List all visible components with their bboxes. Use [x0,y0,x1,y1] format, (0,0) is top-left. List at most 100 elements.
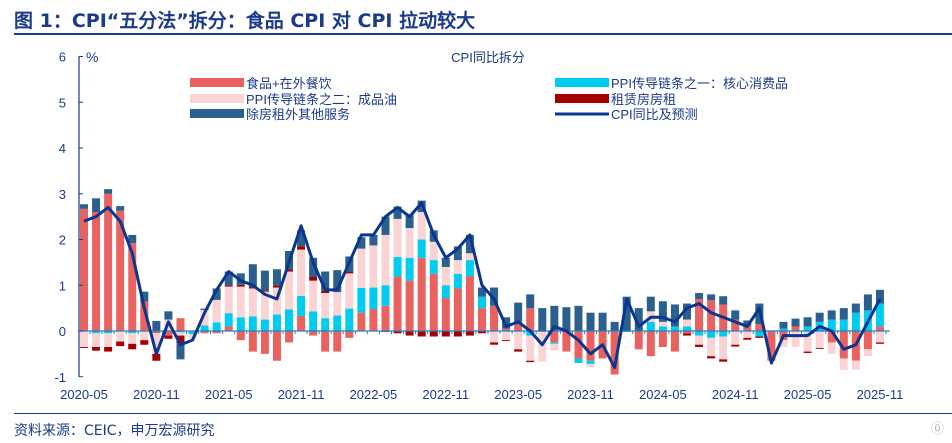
bar-segment-1 [851,312,860,331]
bar-segment-4 [128,234,137,244]
bar-segment-4 [839,308,848,320]
bar-segment-3 [272,285,281,288]
bar-segment-2 [236,286,245,318]
bar-segment-1 [104,331,113,334]
bar-segment-1 [285,309,294,331]
bar-segment-2 [707,337,716,357]
bar-segment-2 [719,336,728,360]
bar-segment-4 [140,291,149,302]
bar-segment-0 [417,257,426,331]
bar-segment-0 [453,288,462,331]
bar-segment-3 [248,287,257,289]
bar-segment-4 [670,304,679,327]
bar-segment-2 [851,360,860,370]
legend-swatch [190,94,244,103]
bar-segment-4 [393,206,402,219]
legend-label: PPI传导链条之二：成品油 [246,92,397,107]
bar-segment-4 [164,311,173,320]
bar-segment-4 [80,204,88,209]
bar-segment-4 [610,321,619,331]
bar-segment-4 [104,189,113,194]
bar-segment-4 [526,294,535,309]
bar-segment-3 [490,342,499,345]
bar-segment-0 [731,319,740,331]
bar-segment-4 [791,318,800,327]
x-tick-label: 2024-05 [639,387,687,402]
bar-segment-4 [875,289,884,304]
bar-segment-4 [538,308,547,331]
bar-segment-0 [80,208,88,331]
bar-segment-4 [719,296,728,305]
bar-segment-3 [405,331,414,336]
bar-segment-0 [502,328,511,331]
bar-segment-0 [333,331,342,352]
bar-segment-1 [128,331,137,334]
bar-segment-2 [104,333,113,348]
x-tick-label: 2020-05 [60,387,108,402]
bar-segment-4 [357,237,366,249]
legend-label: 租赁房房租 [611,92,676,107]
bar-segment-4 [863,294,872,311]
bar-segment-1 [827,319,836,331]
x-tick-label: 2021-05 [205,387,253,402]
bar-segment-0 [465,276,474,331]
bar-segment-2 [345,273,354,309]
bar-segment-1 [683,326,691,331]
bar-segment-2 [140,331,149,341]
bar-segment-4 [453,246,462,261]
bar-segment-3 [477,331,486,334]
bar-segment-1 [719,331,728,337]
y-tick-label: 6 [59,50,66,65]
bar-segment-2 [369,245,378,288]
bar-segment-2 [490,331,499,343]
bar-segment-2 [695,335,704,345]
bar-segment-2 [453,260,462,274]
bar-segment-4 [490,287,499,306]
bar-segment-3 [309,277,318,281]
bar-segment-0 [285,331,294,343]
bar-segment-2 [803,331,812,352]
bar-segment-0 [695,298,704,331]
bar-segment-2 [827,342,836,354]
bar-segment-1 [670,326,679,331]
bar-segment-2 [357,248,366,288]
x-tick-label: 2022-05 [350,387,398,402]
bar-segment-4 [562,307,571,331]
bar-segment-0 [875,326,884,331]
x-tick-label: 2025-11 [857,387,904,402]
bar-segment-0 [140,301,149,331]
bar-segment-1 [695,331,704,336]
bar-segment-0 [381,305,390,331]
bar-segment-1 [200,325,209,331]
bar-segment-0 [477,308,486,331]
bar-segment-2 [321,293,330,319]
bar-segment-0 [200,331,209,334]
bar-segment-2 [224,286,233,314]
bar-segment-0 [224,326,233,331]
bar-segment-1 [453,273,462,289]
y-tick-label: 3 [59,187,66,202]
bar-segment-1 [405,257,414,281]
bar-segment-3 [297,246,306,250]
bar-segment-1 [381,285,390,306]
bar-segment-4 [658,301,667,322]
bar-segment-1 [188,331,197,335]
bar-segment-4 [574,305,583,331]
y-tick-label: 5 [59,95,66,110]
bar-segment-0 [562,331,571,352]
bar-segment-1 [574,358,583,364]
bar-segment-1 [586,360,595,364]
bar-segment-1 [526,331,535,336]
bar-segment-3 [803,351,812,353]
bar-segment-3 [755,336,764,338]
bar-segment-3 [429,331,438,337]
bar-segment-1 [369,287,378,310]
bar-segment-3 [236,284,245,287]
bar-segment-3 [815,347,824,349]
bar-segment-2 [285,271,294,310]
bar-segment-2 [779,340,788,348]
bar-segment-2 [743,331,752,338]
bar-segment-4 [707,294,716,301]
bar-segment-0 [490,305,499,331]
x-tick-label: 2023-11 [567,387,614,402]
